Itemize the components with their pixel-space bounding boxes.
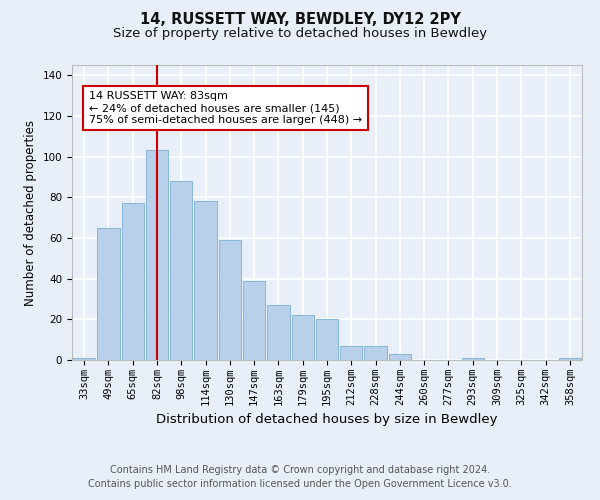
- Bar: [122, 204, 144, 360]
- Text: 14, RUSSETT WAY, BEWDLEY, DY12 2PY: 14, RUSSETT WAY, BEWDLEY, DY12 2PY: [140, 12, 460, 28]
- Bar: [73, 358, 95, 360]
- Bar: [316, 320, 338, 360]
- Bar: [340, 346, 362, 360]
- Bar: [97, 228, 119, 360]
- Bar: [292, 315, 314, 360]
- Bar: [146, 150, 168, 360]
- X-axis label: Distribution of detached houses by size in Bewdley: Distribution of detached houses by size …: [156, 414, 498, 426]
- Bar: [461, 358, 484, 360]
- Bar: [559, 358, 581, 360]
- Text: Size of property relative to detached houses in Bewdley: Size of property relative to detached ho…: [113, 28, 487, 40]
- Bar: [267, 305, 290, 360]
- Bar: [170, 181, 193, 360]
- Y-axis label: Number of detached properties: Number of detached properties: [24, 120, 37, 306]
- Text: Contains HM Land Registry data © Crown copyright and database right 2024.
Contai: Contains HM Land Registry data © Crown c…: [88, 465, 512, 489]
- Bar: [194, 202, 217, 360]
- Bar: [243, 280, 265, 360]
- Bar: [364, 346, 387, 360]
- Text: 14 RUSSETT WAY: 83sqm
← 24% of detached houses are smaller (145)
75% of semi-det: 14 RUSSETT WAY: 83sqm ← 24% of detached …: [89, 92, 362, 124]
- Bar: [389, 354, 411, 360]
- Bar: [218, 240, 241, 360]
